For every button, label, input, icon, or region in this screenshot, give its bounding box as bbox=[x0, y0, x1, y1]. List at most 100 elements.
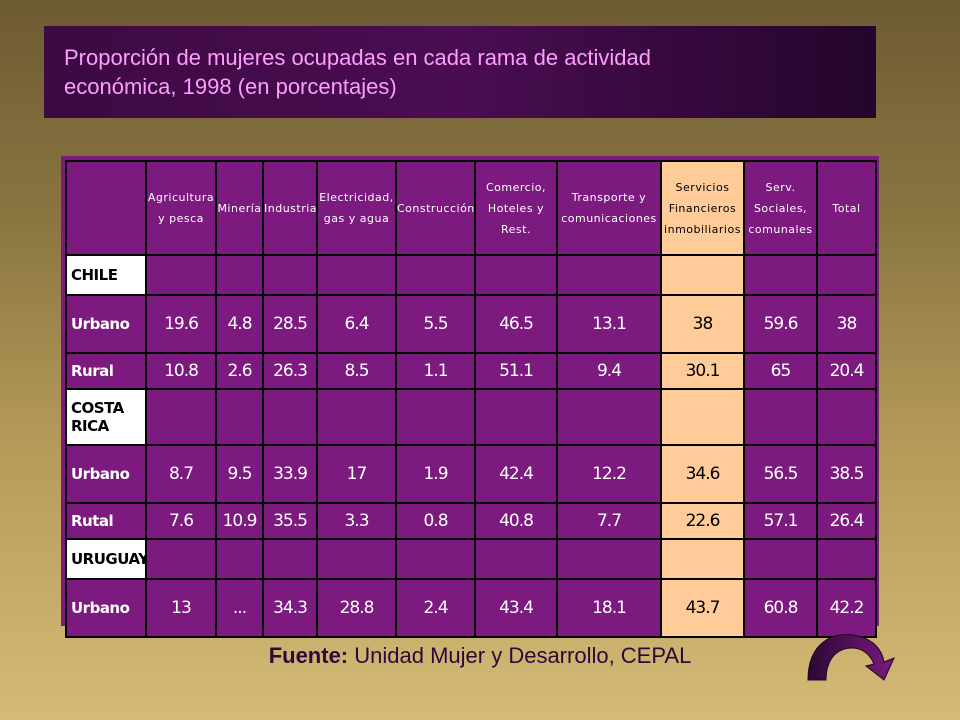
table-row: Urbano 13... 34.3 28.8 2.4 43.4 18.1 43.7 60.8 42… bbox=[65, 578, 877, 638]
empty-cell bbox=[556, 254, 662, 296]
source-prefix: Fuente: bbox=[268, 643, 349, 668]
empty-cell bbox=[743, 388, 818, 446]
column-header-line: Sociales, bbox=[753, 201, 808, 215]
source-text: Unidad Mujer y Desarrollo, CEPAL bbox=[348, 643, 692, 668]
column-header: Minería bbox=[215, 160, 264, 256]
empty-cell bbox=[262, 388, 318, 446]
value-cell: 26.3 bbox=[262, 352, 318, 390]
column-header-line: Total bbox=[832, 201, 861, 215]
country-row: URUGUAY bbox=[65, 538, 877, 580]
value-cell: 12.2 bbox=[556, 444, 662, 504]
empty-cell bbox=[316, 254, 397, 296]
empty-cell bbox=[395, 388, 476, 446]
empty-cell bbox=[660, 254, 745, 296]
column-header-line: y pesca bbox=[158, 212, 204, 225]
value-cell: 34.3 bbox=[262, 578, 318, 638]
value-cell: 43.7 bbox=[660, 578, 745, 638]
column-header-line: Servicios bbox=[675, 180, 730, 194]
value-cell: 38 bbox=[660, 294, 745, 354]
value-cell: 7.7 bbox=[556, 502, 662, 540]
value-cell: 28.8 bbox=[316, 578, 397, 638]
value-cell: 17 bbox=[316, 444, 397, 504]
row-label: Rural bbox=[65, 352, 147, 390]
empty-cell bbox=[743, 254, 818, 296]
empty-cell bbox=[660, 388, 745, 446]
column-header-line: gas y agua bbox=[323, 212, 390, 225]
value-cell: 43.4 bbox=[474, 578, 558, 638]
column-header-line: Construcción bbox=[397, 201, 475, 215]
title-banner: Proporción de mujeres ocupadas en cada r… bbox=[44, 26, 876, 118]
value-cell: 6.4 bbox=[316, 294, 397, 354]
column-header: Total bbox=[816, 160, 877, 256]
row-label: Rutal bbox=[65, 502, 147, 540]
country-label: CHILE bbox=[65, 254, 147, 296]
table-row: Urbano 19.6 4.8 28.5 6.4 5.5 46.5 13.1 38 59.6 38 bbox=[65, 294, 877, 354]
empty-cell bbox=[215, 388, 264, 446]
value-cell: 0.8 bbox=[395, 502, 476, 540]
column-header-line: Industria bbox=[264, 201, 317, 215]
value-cell: 1.9 bbox=[395, 444, 476, 504]
header-row: Agricultura y pesca Minería Industria Electr… bbox=[65, 160, 877, 256]
row-label: Urbano bbox=[65, 294, 147, 354]
empty-cell bbox=[145, 538, 217, 580]
empty-cell bbox=[816, 538, 877, 580]
country-row: CHILE bbox=[65, 254, 877, 296]
column-header: Industria bbox=[262, 160, 318, 256]
column-header-line: Financieros bbox=[668, 201, 737, 215]
value-cell: 59.6 bbox=[743, 294, 818, 354]
value-cell: 33.9 bbox=[262, 444, 318, 504]
column-header: Electricidad, gas y agua bbox=[316, 160, 397, 256]
source-note: Fuente: Unidad Mujer y Desarrollo, CEPAL bbox=[0, 643, 960, 669]
empty-cell bbox=[474, 538, 558, 580]
empty-cell bbox=[262, 254, 318, 296]
value-cell: 38 bbox=[816, 294, 877, 354]
curved-arrow-next-icon[interactable] bbox=[804, 628, 904, 686]
column-header: Agricultura y pesca bbox=[145, 160, 217, 256]
column-header-line: Comercio, bbox=[485, 180, 546, 194]
value-cell: 5.5 bbox=[395, 294, 476, 354]
row-label: Urbano bbox=[65, 444, 147, 504]
column-header: Comercio, Hoteles y Rest. bbox=[474, 160, 558, 256]
table-row: Rural 10.8 2.6 26.3 8.5 1.1 51.1 9.4 30.1 65 20.4 bbox=[65, 352, 877, 390]
value-cell: 65 bbox=[743, 352, 818, 390]
value-cell: 8.7 bbox=[145, 444, 217, 504]
table-row: Rutal 7.6 10.9 35.5 3.3 0.8 40.8 7.7 22.6 57.1 26.… bbox=[65, 502, 877, 540]
column-header-line: Rest. bbox=[501, 222, 531, 236]
value-cell: 10.9 bbox=[215, 502, 264, 540]
empty-cell bbox=[316, 388, 397, 446]
column-header: Construcción bbox=[395, 160, 476, 256]
value-cell: 13.1 bbox=[556, 294, 662, 354]
value-cell: 9.5 bbox=[215, 444, 264, 504]
empty-cell bbox=[660, 538, 745, 580]
value-cell: 7.6 bbox=[145, 502, 217, 540]
value-cell: 20.4 bbox=[816, 352, 877, 390]
empty-cell bbox=[145, 388, 217, 446]
value-cell: 40.8 bbox=[474, 502, 558, 540]
value-cell: 60.8 bbox=[743, 578, 818, 638]
table-row: Urbano 8.7 9.5 33.9 17 1.9 42.4 12.2 34.6 56.5 38.… bbox=[65, 444, 877, 504]
value-cell: 2.4 bbox=[395, 578, 476, 638]
value-cell: 4.8 bbox=[215, 294, 264, 354]
value-cell: 22.6 bbox=[660, 502, 745, 540]
value-cell: 8.5 bbox=[316, 352, 397, 390]
value-cell: 51.1 bbox=[474, 352, 558, 390]
row-label: Urbano bbox=[65, 578, 147, 638]
column-header-line: Minería bbox=[217, 201, 262, 215]
value-cell: 10.8 bbox=[145, 352, 217, 390]
value-cell: 30.1 bbox=[660, 352, 745, 390]
column-header: Serv. Sociales, comunales bbox=[743, 160, 818, 256]
empty-cell bbox=[316, 538, 397, 580]
empty-cell bbox=[262, 538, 318, 580]
value-cell: 38.5 bbox=[816, 444, 877, 504]
value-cell: ... bbox=[215, 578, 264, 638]
column-header-line: Serv. bbox=[765, 180, 796, 194]
value-cell: 13 bbox=[145, 578, 217, 638]
empty-cell bbox=[395, 254, 476, 296]
title-line-2: económica, 1998 (en porcentajes) bbox=[64, 74, 397, 99]
value-cell: 1.1 bbox=[395, 352, 476, 390]
title-line-1: Proporción de mujeres ocupadas en cada r… bbox=[64, 45, 652, 70]
column-header-line: comunales bbox=[748, 222, 813, 236]
value-cell: 42.4 bbox=[474, 444, 558, 504]
empty-cell bbox=[816, 388, 877, 446]
empty-cell bbox=[395, 538, 476, 580]
